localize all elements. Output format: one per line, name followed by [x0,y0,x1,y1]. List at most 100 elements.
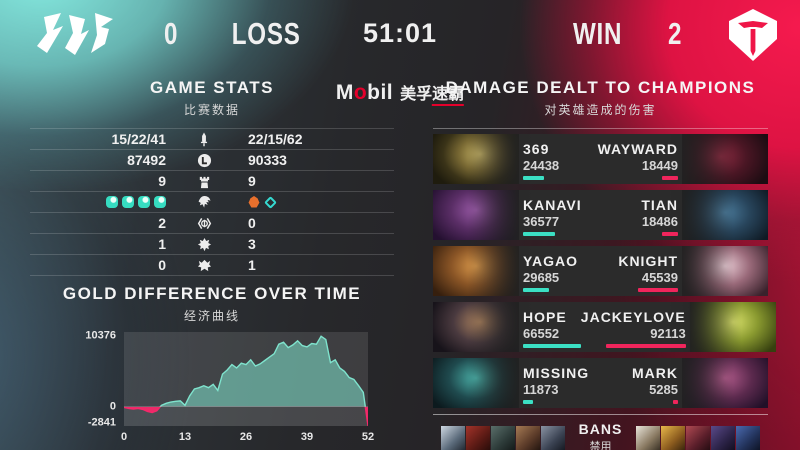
left-kda: 15/22/41 [111,131,167,147]
left-towers: 9 [158,173,166,189]
damage-bar [523,400,534,404]
stat-row-gold: 87492 90333 [30,150,394,171]
stat-row-dragons [30,192,394,213]
right-team-bans [628,425,768,450]
right-barons: 3 [248,236,256,252]
tes-team-logo [729,9,777,61]
champion-portrait [682,134,768,184]
right-team-result: WIN [572,16,623,51]
player-name: MARK [632,365,678,381]
y-tick-label: 0 [109,400,116,413]
champion-portrait [682,246,768,296]
sponsor-brand: Mobil [335,81,394,104]
damage-panel: DAMAGE DEALT TO CHAMPIONS 对英雄造成的伤害 369 2… [433,78,776,450]
ban-champion-portrait [466,425,490,450]
ban-champion-portrait [516,425,540,450]
champion-portrait [689,302,776,352]
y-tick-label: 10376 [85,329,116,342]
ocean-drake-icon [138,196,150,208]
left-team-bans [433,425,573,450]
damage-row-top: 369 24438 WAYWARD 18449 [433,134,768,184]
stat-row-heralds: 2 0 [30,213,394,234]
sponsor-logo: Mobil 美孚速霸 [335,80,465,106]
champion-portrait [433,358,519,408]
ocean-drake-icon [154,196,166,208]
damage-bar [661,232,678,236]
tower-icon [170,174,238,189]
ocean-drake-icon [122,196,134,208]
right-towers: 9 [248,173,256,189]
infernal-drake-icon [248,196,260,208]
ban-champion-portrait [711,425,735,450]
left-elders: 0 [158,257,166,273]
chart-plot-area [124,332,368,426]
game-timer: 51:01 [362,18,438,48]
ban-champion-portrait [636,425,660,450]
ban-champion-portrait [441,425,465,450]
player-damage: 92113 [650,326,686,341]
elder-icon [170,258,238,273]
player-name: 369 [523,141,550,157]
right-drakes [238,195,394,209]
damage-bar [523,288,549,292]
x-tick-label: 26 [239,431,253,443]
champion-portrait [433,134,519,184]
right-heralds: 0 [248,215,256,231]
gold-diff-chart: 10376 0 -2841 0 13 26 39 52 [30,329,394,444]
player-damage: 5285 [649,382,678,397]
damage-row-bot: HOPE 66552 JACKEYLOVE 92113 [433,302,776,352]
sponsor-brand-cn: 美孚速霸 [400,80,465,106]
game-stats-subtitle: 比赛数据 [183,103,240,117]
damage-bar [673,400,678,404]
player-name: HOPE [523,309,567,325]
stat-row-towers: 9 9 [30,171,394,192]
right-gold: 90333 [248,152,287,168]
player-damage: 18449 [641,158,678,173]
stat-row-elders: 0 1 [30,255,394,276]
champion-portrait [433,302,519,352]
ban-champion-portrait [686,425,710,450]
x-tick-label: 0 [120,431,128,443]
left-gold: 87492 [127,152,166,168]
player-damage: 36577 [523,214,560,229]
ban-champion-portrait [661,425,685,450]
left-team-score: 0 [164,16,179,51]
damage-bar [523,344,581,348]
chart-x-axis: 0 13 26 39 52 [120,429,374,444]
stats-table: 15/22/41 22/15/62 87492 90333 9 9 [30,128,394,276]
hextech-drake-icon [264,195,277,209]
player-damage: 18486 [641,214,678,229]
damage-bar [662,176,678,180]
champion-portrait [682,190,768,240]
chart-y-axis: 10376 0 -2841 [30,329,116,429]
ban-champion-portrait [491,425,515,450]
y-tick-label: -2841 [87,416,116,429]
ban-champion-portrait [736,425,760,450]
champion-portrait [682,358,768,408]
left-drakes [30,196,170,208]
game-stats-panel: GAME STATS 比赛数据 15/22/41 22/15/62 87492 … [30,78,394,444]
game-stats-title: GAME STATS [150,78,274,97]
scoreboard-bar: 0 LOSS 51:01 WIN 2 [0,0,800,68]
gold-chart-title: GOLD DIFFERENCE OVER TIME [62,284,362,303]
damage-rows: 369 24438 WAYWARD 18449 KANAVI 36577 [433,128,776,408]
stat-row-kda: 15/22/41 22/15/62 [30,129,394,150]
damage-row-jungle: KANAVI 36577 TIAN 18486 [433,190,768,240]
player-damage: 45539 [641,270,678,285]
player-name: KANAVI [523,197,582,213]
ban-champion-portrait [541,425,565,450]
left-barons: 1 [158,236,166,252]
damage-bar [523,176,545,180]
x-tick-label: 39 [300,431,314,443]
right-team-score: 2 [668,16,683,51]
bans-label: BANS 禁用 [578,421,623,450]
player-name: MISSING [523,365,590,381]
ocean-drake-icon [106,196,118,208]
player-damage: 11873 [523,382,559,397]
player-name: YAGAO [523,253,579,269]
player-name: JACKEYLOVE [580,309,686,325]
left-team-result: LOSS [231,16,301,51]
left-heralds: 2 [158,215,166,231]
right-elders: 1 [248,257,256,273]
